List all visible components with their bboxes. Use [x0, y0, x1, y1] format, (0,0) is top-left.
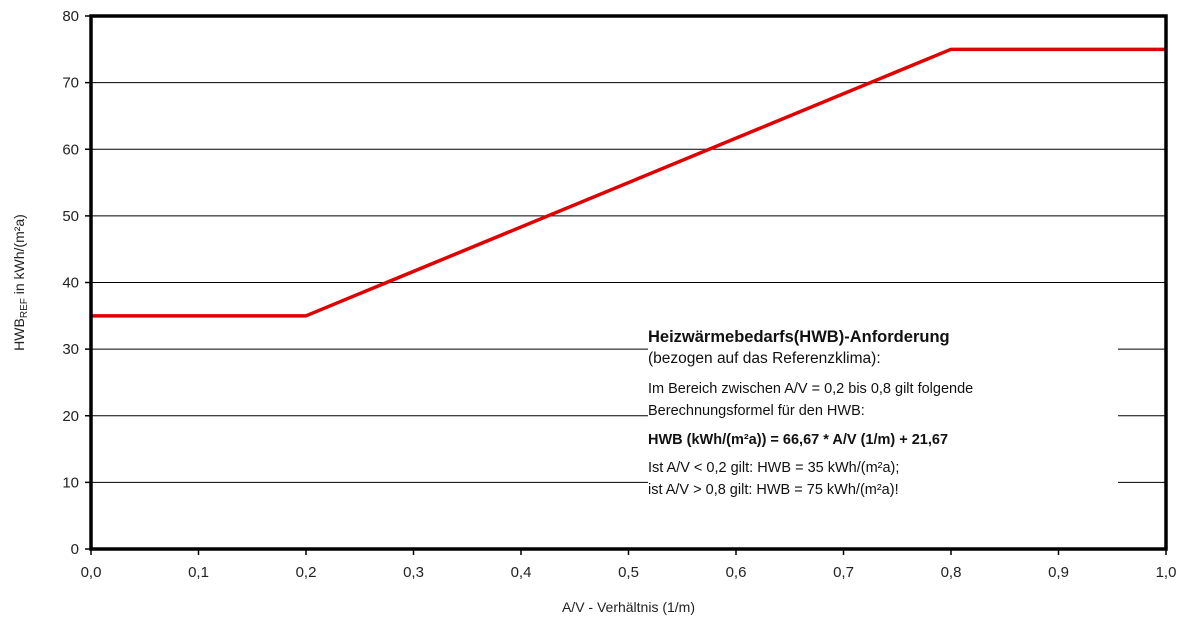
x-tick-label: 0,7 — [833, 564, 854, 581]
x-tick-labels: 0,0 0,1 0,2 0,3 0,4 0,5 0,6 0,7 0,8 0,9 1,0 — [81, 564, 1177, 581]
x-tick-label: 0,8 — [941, 564, 962, 581]
requirement-annotation: Heizwärmebedarfs(HWB)-Anforderung (bezog… — [648, 326, 1118, 501]
x-tick-label: 1,0 — [1156, 564, 1177, 581]
x-axis-title: A/V - Verhältnis (1/m) — [562, 599, 695, 615]
y-axis-title-main: HWB — [11, 318, 27, 351]
annotation-formula: HWB (kWh/(m²a)) = 66,67 * A/V (1/m) + 21… — [648, 432, 949, 448]
y-tick-label: 80 — [62, 8, 79, 25]
x-tick-label: 0,5 — [618, 564, 639, 581]
annotation-line-2: Berechnungsformel für den HWB: — [648, 403, 865, 419]
y-axis-title: HWBREF in kWh/(m²a) — [11, 214, 30, 351]
series-layer — [91, 47, 1166, 318]
y-tick-label: 60 — [62, 141, 79, 158]
x-tick-label: 0,2 — [296, 564, 317, 581]
x-tick-label: 0,4 — [511, 564, 532, 581]
y-axis-title-unit: in kWh/(m²a) — [11, 214, 27, 298]
y-tick-label: 50 — [62, 208, 79, 225]
y-tick-labels: 0 10 20 30 40 50 60 70 80 — [62, 8, 79, 558]
x-tick-label: 0,1 — [188, 564, 209, 581]
annotation-title: Heizwärmebedarfs(HWB)-Anforderung — [648, 328, 950, 346]
x-tick-label: 0,6 — [726, 564, 747, 581]
y-tick-label: 0 — [71, 541, 79, 558]
y-tick-label: 40 — [62, 275, 79, 292]
y-tick-label: 30 — [62, 341, 79, 358]
x-tick-label: 0,9 — [1048, 564, 1069, 581]
tick-marks — [85, 15, 1167, 555]
annotation-subtitle: (bezogen auf das Referenzklima): — [648, 350, 881, 367]
y-axis-title-subscript: REF — [19, 298, 30, 318]
annotation-rule-1: Ist A/V < 0,2 gilt: HWB = 35 kWh/(m²a); — [648, 460, 900, 476]
x-tick-label: 0,3 — [403, 564, 424, 581]
series-line — [91, 47, 1166, 318]
annotation-line-1: Im Bereich zwischen A/V = 0,2 bis 0,8 gi… — [648, 381, 974, 397]
y-tick-label: 10 — [62, 474, 79, 491]
y-tick-label: 70 — [62, 75, 79, 92]
y-tick-label: 20 — [62, 408, 79, 425]
annotation-rule-2: ist A/V > 0,8 gilt: HWB = 75 kWh/(m²a)! — [648, 482, 899, 498]
x-tick-label: 0,0 — [81, 564, 102, 581]
gridlines — [91, 82, 1166, 483]
